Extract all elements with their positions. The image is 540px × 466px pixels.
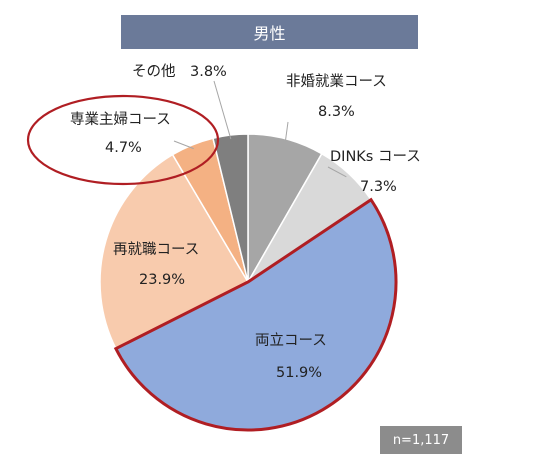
pct-hikon: 8.3% bbox=[318, 104, 355, 120]
label-saishushoku: 再就職コース bbox=[113, 241, 199, 258]
label-dinks: DINKs コース bbox=[330, 149, 421, 165]
highlight-border bbox=[113, 197, 398, 432]
pct-dinks: 7.3% bbox=[360, 179, 397, 195]
circle-annotation bbox=[26, 94, 220, 186]
sample-size-badge: n=1,117 bbox=[380, 426, 462, 454]
pct-sengyoshufu: 4.7% bbox=[105, 140, 142, 156]
label-sonota: その他 bbox=[132, 63, 176, 80]
label-sengyoshufu: 専業主婦コース bbox=[70, 111, 171, 128]
leader-line bbox=[213, 80, 232, 140]
pct-sonota: 3.8% bbox=[190, 64, 227, 80]
sample-size-text: n=1,117 bbox=[392, 432, 450, 448]
pct-saishushoku: 23.9% bbox=[139, 272, 185, 288]
chart-header: 男性 bbox=[121, 15, 418, 49]
leader-line bbox=[284, 121, 289, 143]
leader-line bbox=[173, 140, 194, 150]
leader-line bbox=[327, 166, 347, 178]
header-title: 男性 bbox=[253, 24, 286, 43]
pct-ryoritsu: 51.9% bbox=[276, 365, 322, 381]
label-hikon: 非婚就業コース bbox=[286, 73, 387, 90]
label-ryoritsu: 両立コース bbox=[255, 332, 327, 349]
pie-slice bbox=[212, 133, 249, 283]
